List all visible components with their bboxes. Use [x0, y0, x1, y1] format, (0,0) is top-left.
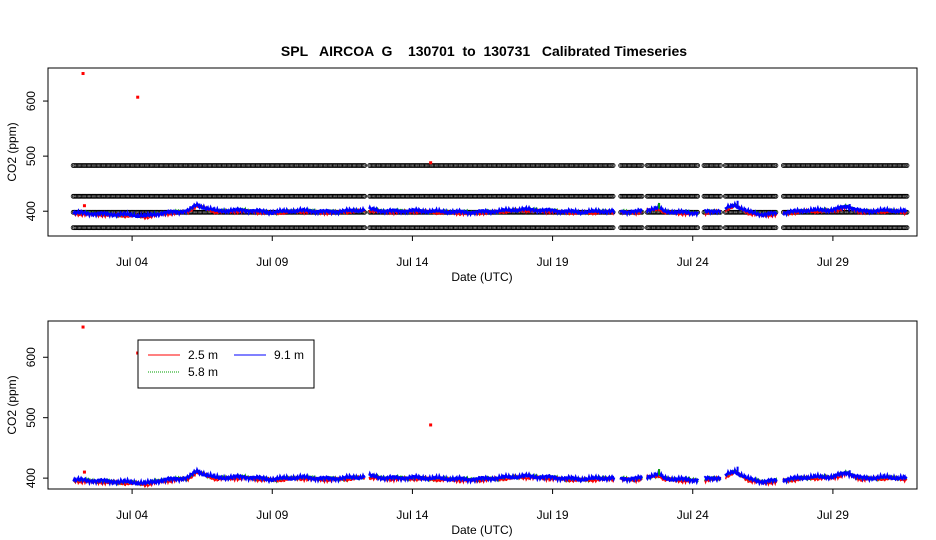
bottom-outlier-point [81, 325, 85, 329]
top-y-tick-label: 400 [24, 201, 38, 221]
bottom-y-tick-label: 400 [24, 468, 38, 488]
bottom-series-9-1m [72, 466, 908, 487]
legend-label-9-1m: 9.1 m [274, 348, 304, 362]
bottom-x-tick-label: Jul 24 [677, 508, 709, 522]
top-y-tick-label: 500 [24, 146, 38, 166]
bottom-x-tick-label: Jul 29 [817, 508, 849, 522]
top-panel: Jul 04 Jul 09 Jul 14 Jul 19 Jul 24 Jul 29 400 5… [5, 67, 918, 284]
reference-gas-483 [70, 163, 910, 168]
bottom-plot-frame [47, 320, 918, 490]
bottom-x-axis-label: Date (UTC) [451, 523, 512, 537]
bottom-outlier-point [429, 423, 433, 427]
bottom-y-axis-label: CO2 (ppm) [5, 375, 19, 434]
bottom-x-tick-label: Jul 04 [116, 508, 148, 522]
top-x-tick-label: Jul 09 [256, 255, 288, 269]
bottom-x-tick-label: Jul 14 [396, 508, 428, 522]
legend: 2.5 m 9.1 m 5.8 m [137, 339, 315, 389]
chart-title: SPL AIRCOA G 130701 to 130731 Calibrated… [281, 43, 687, 59]
bottom-x-tick-label: Jul 19 [537, 508, 569, 522]
reference-gas-370 [70, 225, 910, 231]
legend-box [137, 339, 315, 389]
bottom-y-tick-label: 600 [24, 347, 38, 367]
top-axes: Jul 04 Jul 09 Jul 14 Jul 19 Jul 24 Jul 29 400 5… [24, 91, 849, 269]
top-y-tick-label: 600 [24, 91, 38, 111]
top-plot-frame [47, 67, 918, 237]
top-x-tick-label: Jul 19 [537, 255, 569, 269]
top-outlier-point [81, 72, 85, 76]
top-outlier-point [429, 161, 433, 165]
bottom-x-tick-label: Jul 09 [256, 508, 288, 522]
top-x-tick-label: Jul 14 [396, 255, 428, 269]
reference-gas-427 [70, 193, 910, 199]
legend-label-5-8m: 5.8 m [188, 365, 218, 379]
top-series-9-1m [72, 200, 908, 219]
top-x-tick-label: Jul 04 [116, 255, 148, 269]
top-x-axis-label: Date (UTC) [451, 270, 512, 284]
top-x-tick-label: Jul 29 [817, 255, 849, 269]
top-plot-data [70, 72, 910, 231]
bottom-panel: Jul 04 Jul 09 Jul 14 Jul 19 Jul 24 Jul 29 400 5… [5, 320, 918, 537]
legend-label-2-5m: 2.5 m [188, 348, 218, 362]
top-x-tick-label: Jul 24 [677, 255, 709, 269]
top-outlier-point [136, 95, 140, 99]
top-outlier-point [82, 204, 86, 208]
bottom-axes: Jul 04 Jul 09 Jul 14 Jul 19 Jul 24 Jul 29 400 5… [24, 347, 849, 522]
bottom-y-tick-label: 500 [24, 407, 38, 427]
bottom-plot-data [72, 325, 908, 489]
bottom-outlier-point [82, 470, 86, 474]
top-y-axis-label: CO2 (ppm) [5, 122, 19, 181]
